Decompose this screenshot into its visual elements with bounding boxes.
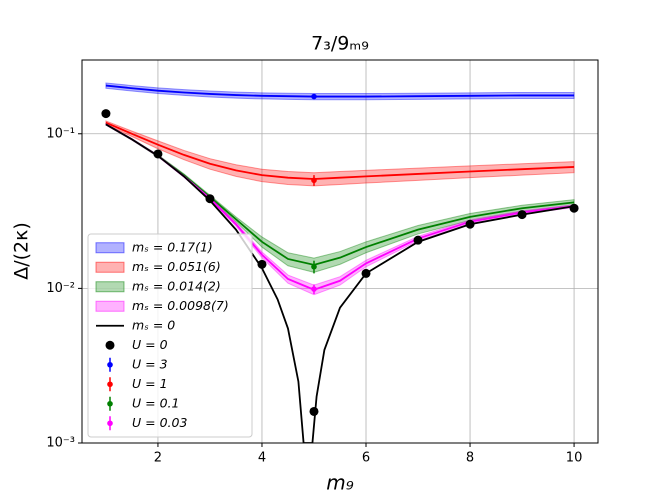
legend-swatch (107, 361, 113, 368)
point (257, 259, 267, 269)
error-bar-point (311, 263, 317, 270)
legend-label: U = 0.1 (132, 395, 179, 410)
x-tick-label: 10 (566, 451, 583, 466)
legend-box (87, 233, 253, 438)
legend-swatch (105, 340, 115, 350)
point (153, 149, 163, 159)
legend-label: mₛ = 0.014(2) (132, 278, 221, 293)
point (361, 268, 371, 278)
legend-label: U = 1 (132, 376, 168, 391)
x-tick-label: 8 (466, 451, 474, 466)
x-tick-label: 4 (258, 451, 266, 466)
point (309, 406, 319, 416)
legend-label: U = 3 (132, 356, 168, 371)
x-tick-label: 6 (362, 451, 370, 466)
error-band (105, 120, 575, 187)
line (105, 123, 575, 443)
point (465, 219, 475, 229)
error-bar-point (311, 177, 317, 184)
legend-label: mₛ = 0.17(1) (132, 239, 213, 254)
legend-swatch (95, 261, 125, 273)
legend-label: U = 0 (132, 337, 168, 352)
point (101, 109, 111, 119)
legend-swatch (107, 420, 113, 427)
x-tick-label: 2 (154, 451, 162, 466)
band-center-line (105, 84, 575, 98)
band-center-line (105, 121, 575, 180)
legend-label: mₛ = 0.051(6) (132, 259, 221, 274)
y-tick-label: 10⁻³ (46, 436, 75, 451)
y-axis-label: Δ/(2κ) (11, 222, 33, 280)
legend-swatch (107, 381, 113, 388)
plot-frame (81, 59, 599, 444)
legend-label: mₛ = 0.0098(7) (132, 298, 229, 313)
legend-swatch (95, 281, 125, 293)
y-tick-label: 10⁻² (46, 281, 75, 296)
legend-swatch (107, 400, 113, 407)
point (205, 194, 215, 204)
error-bar-point (311, 286, 317, 292)
y-tick-label: 10⁻¹ (46, 126, 75, 141)
error-bar-point (311, 93, 317, 100)
point (413, 235, 423, 245)
legend-swatch (95, 242, 125, 254)
legend-label: U = 0.03 (132, 415, 187, 430)
chart-title: 7₃/9ₘ₉ (311, 33, 369, 55)
legend-label: mₛ = 0 (132, 317, 175, 332)
legend: mₛ = 0.17(1) mₛ = 0.051(6) mₛ = 0.014(2) mₛ… (87, 233, 253, 438)
legend-swatch (95, 300, 125, 312)
point (517, 210, 527, 220)
point (569, 203, 579, 213)
plot-area (101, 82, 579, 443)
x-axis-label: m₉ (326, 471, 354, 495)
